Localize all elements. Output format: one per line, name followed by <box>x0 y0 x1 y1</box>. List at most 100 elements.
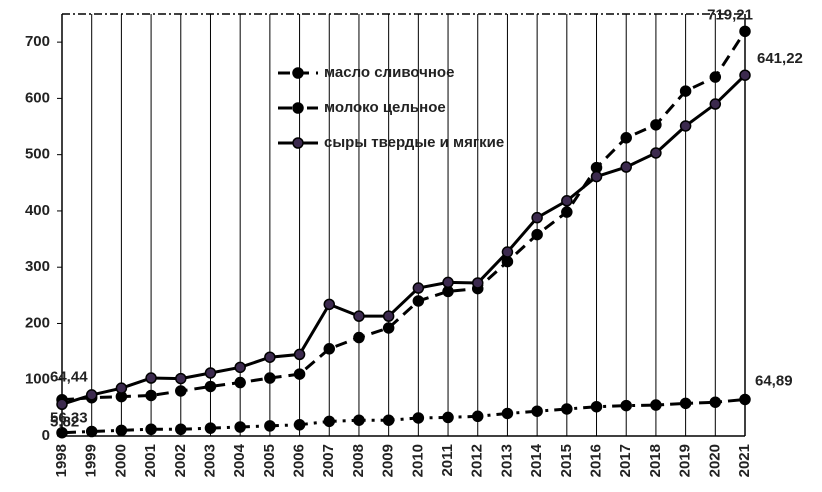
point <box>739 25 751 38</box>
data-label: 64,44 <box>50 369 88 386</box>
point <box>56 426 68 439</box>
x-tick-label: 2006 <box>291 444 308 477</box>
y-tick-label: 400 <box>25 202 50 219</box>
y-tick-label: 300 <box>25 258 50 275</box>
point <box>531 405 543 417</box>
point <box>353 310 365 322</box>
x-tick-label: 2013 <box>498 444 515 477</box>
x-tick-label: 2017 <box>617 444 634 477</box>
x-tick-label: 2008 <box>350 444 367 477</box>
legend-marker <box>292 137 304 149</box>
x-tick-label: 2020 <box>706 444 723 477</box>
point <box>442 276 454 289</box>
x-tick-label: 2003 <box>201 444 218 477</box>
point <box>471 410 484 423</box>
point <box>412 295 425 307</box>
point <box>679 397 692 410</box>
point <box>115 424 128 437</box>
point <box>382 414 395 426</box>
point <box>620 132 632 144</box>
point <box>650 147 662 159</box>
y-tick-label: 200 <box>25 314 50 331</box>
point <box>323 298 336 311</box>
x-tick-label: 2021 <box>736 444 753 477</box>
point <box>650 119 662 131</box>
y-tick-label: 0 <box>42 427 50 444</box>
legend-label: молоко цельное <box>324 99 446 116</box>
point <box>293 418 306 431</box>
point <box>175 423 187 435</box>
point <box>204 367 217 379</box>
point <box>264 351 276 363</box>
point <box>561 206 573 218</box>
point <box>739 69 751 81</box>
x-tick-label: 2011 <box>439 444 456 477</box>
x-tick-label: 1999 <box>83 444 100 477</box>
point <box>382 310 395 322</box>
legend-label: сыры твердые и мягкие <box>324 134 504 151</box>
point <box>531 228 543 241</box>
point <box>531 211 543 224</box>
x-tick-label: 2015 <box>558 444 575 477</box>
legend-label: масло сливочное <box>324 64 454 81</box>
point <box>382 322 395 334</box>
x-tick-label: 2005 <box>261 444 278 477</box>
point <box>145 423 157 435</box>
x-tick-label: 2012 <box>469 444 486 477</box>
x-tick-label: 2016 <box>587 444 604 477</box>
point <box>234 421 246 433</box>
data-label: 641,22 <box>757 50 803 67</box>
data-label: 56,33 <box>50 409 88 426</box>
x-tick-label: 2019 <box>677 444 694 477</box>
point <box>264 420 276 432</box>
point <box>709 71 722 83</box>
x-tick-label: 2010 <box>409 444 426 477</box>
point <box>501 255 514 268</box>
data-label: 5,82 <box>50 414 79 431</box>
y-tick-label: 600 <box>25 89 50 106</box>
point <box>501 407 514 420</box>
point <box>501 246 514 258</box>
point <box>561 403 573 415</box>
series-line <box>61 397 746 435</box>
point <box>293 348 306 361</box>
series-line <box>61 30 747 402</box>
point <box>353 331 365 344</box>
x-tick-label: 2000 <box>112 444 129 477</box>
point <box>679 85 692 97</box>
point <box>323 415 336 428</box>
series-line <box>61 74 747 406</box>
legend-marker <box>292 102 304 114</box>
point <box>204 422 217 434</box>
point <box>175 372 187 385</box>
point <box>56 398 68 411</box>
point <box>264 372 276 384</box>
point <box>709 396 722 408</box>
point <box>471 277 484 289</box>
x-tick-label: 2007 <box>320 444 337 477</box>
x-tick-label: 2001 <box>142 444 159 477</box>
point <box>85 389 98 401</box>
point <box>293 368 306 380</box>
point <box>323 343 336 355</box>
y-tick-label: 700 <box>25 33 50 50</box>
point <box>442 411 454 424</box>
point <box>234 361 246 374</box>
point <box>590 170 603 183</box>
point <box>115 382 128 394</box>
point <box>175 385 187 397</box>
point <box>620 161 632 173</box>
point <box>412 282 425 294</box>
x-tick-label: 2002 <box>172 444 189 477</box>
y-tick-label: 500 <box>25 146 50 163</box>
data-label: 64,89 <box>755 372 793 389</box>
x-tick-label: 2004 <box>231 443 248 477</box>
x-tick-label: 2009 <box>380 444 397 477</box>
point <box>145 372 157 384</box>
point <box>620 399 632 412</box>
point <box>145 389 157 402</box>
x-tick-label: 2018 <box>647 444 664 477</box>
x-tick-label: 1998 <box>53 444 70 477</box>
point <box>85 425 98 438</box>
point <box>709 98 722 110</box>
